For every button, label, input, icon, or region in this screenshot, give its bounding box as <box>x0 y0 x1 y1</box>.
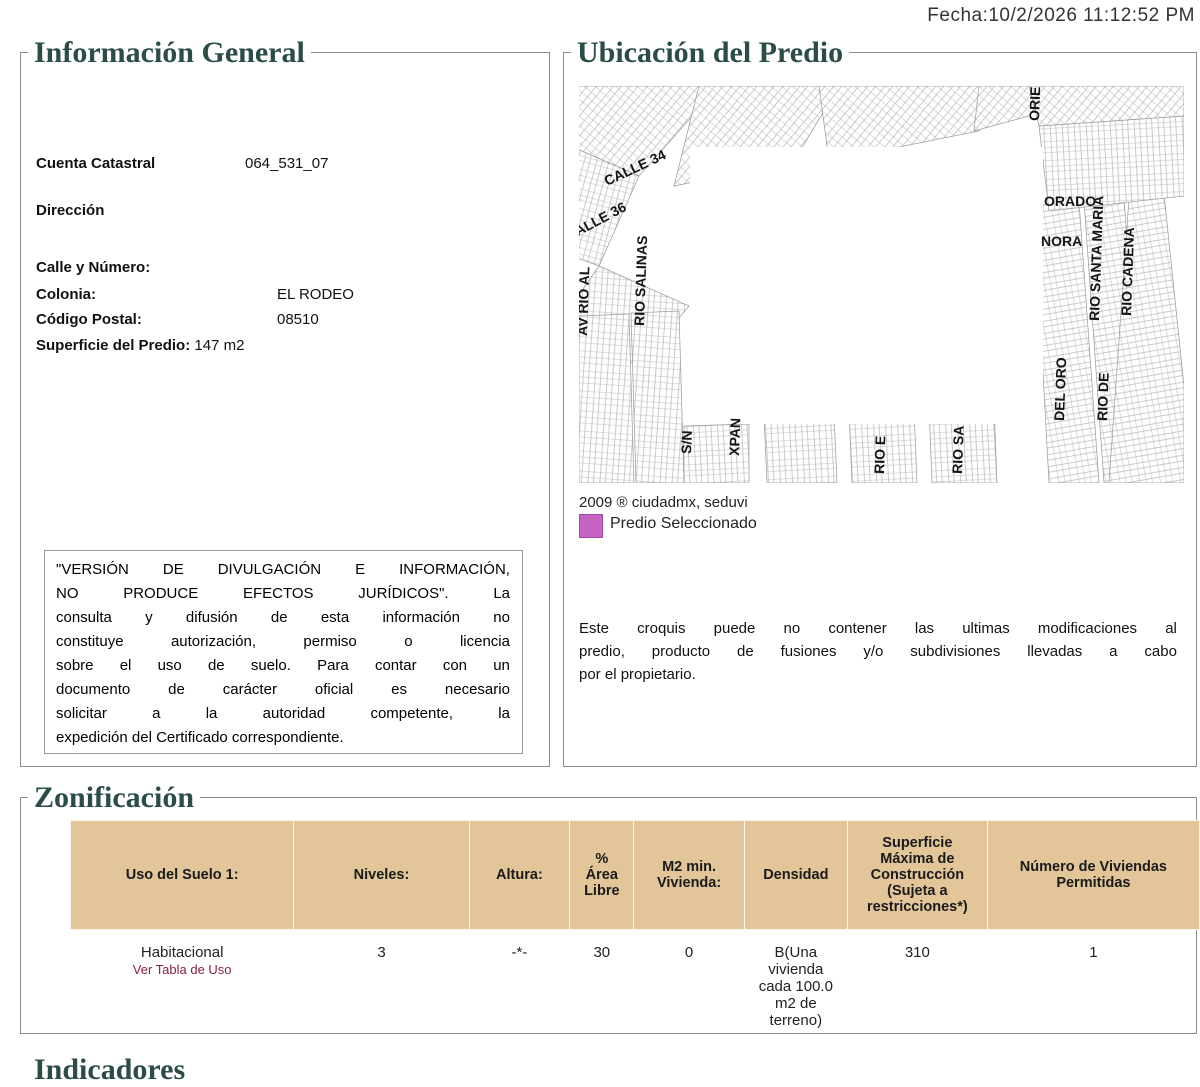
svg-text:RIO DE: RIO DE <box>1094 372 1112 421</box>
svg-text:NORA: NORA <box>1041 233 1082 249</box>
svg-text:RIO SALINAS: RIO SALINAS <box>631 235 650 326</box>
svg-text:RIO SA: RIO SA <box>949 425 967 474</box>
svg-text:XPAN: XPAN <box>726 418 743 456</box>
svg-text:RIO E: RIO E <box>871 435 888 474</box>
svg-text:DEL ORO: DEL ORO <box>1051 357 1069 421</box>
svg-text:ORIENTE: ORIENTE <box>1026 86 1044 121</box>
svg-text:ORADO: ORADO <box>1044 193 1096 209</box>
svg-text:S/N: S/N <box>678 430 695 454</box>
svg-text:RIO CADENA: RIO CADENA <box>1118 227 1137 316</box>
